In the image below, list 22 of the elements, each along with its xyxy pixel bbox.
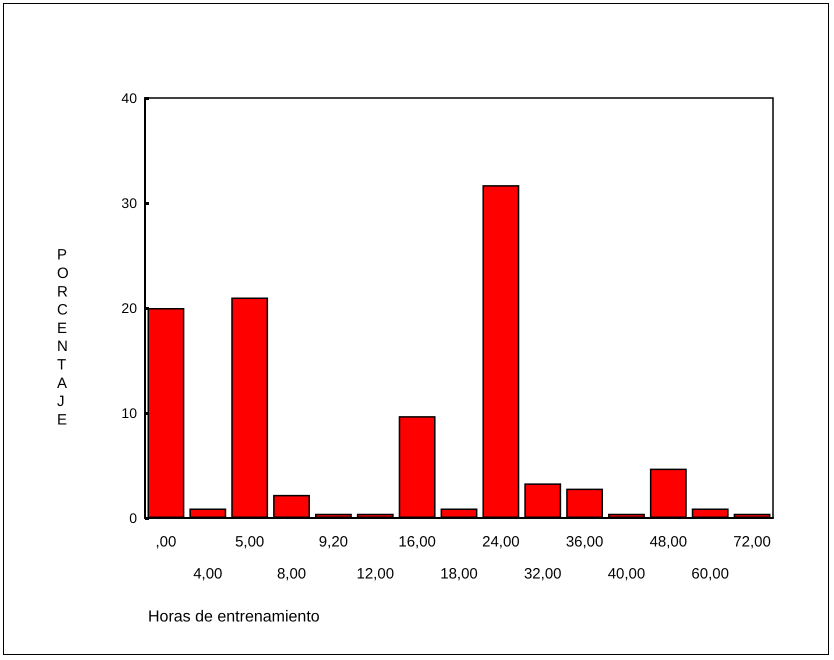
y-tick-label: 40: [121, 90, 138, 106]
x-tick-label: 60,00: [691, 566, 729, 582]
x-tick-label: 32,00: [524, 566, 562, 582]
x-tick-label: 9,20: [318, 534, 348, 550]
x-tick-label: 4,00: [193, 566, 222, 582]
y-tick-label: 0: [129, 510, 138, 526]
x-axis-title: Horas de entrenamiento: [148, 608, 320, 626]
x-tick-label: 40,00: [608, 566, 646, 582]
x-tick-label: ,00: [156, 534, 176, 550]
y-tick-label: 10: [121, 405, 138, 421]
y-tick-label: 20: [121, 300, 138, 316]
x-tick-label: 8,00: [276, 566, 306, 582]
text: PORCENTAJE: [57, 246, 69, 428]
x-tick-label: 24,00: [482, 534, 520, 550]
x-tick-label: 18,00: [440, 566, 478, 582]
x-tick-label: 48,00: [650, 534, 688, 550]
x-tick-label: 16,00: [398, 534, 436, 550]
x-tick-label: 5,00: [235, 534, 264, 550]
x-tick-label: 36,00: [566, 534, 604, 550]
y-tick-label: 30: [121, 195, 138, 211]
x-tick-label: 12,00: [356, 566, 394, 582]
x-tick-label: 72,00: [733, 534, 771, 550]
